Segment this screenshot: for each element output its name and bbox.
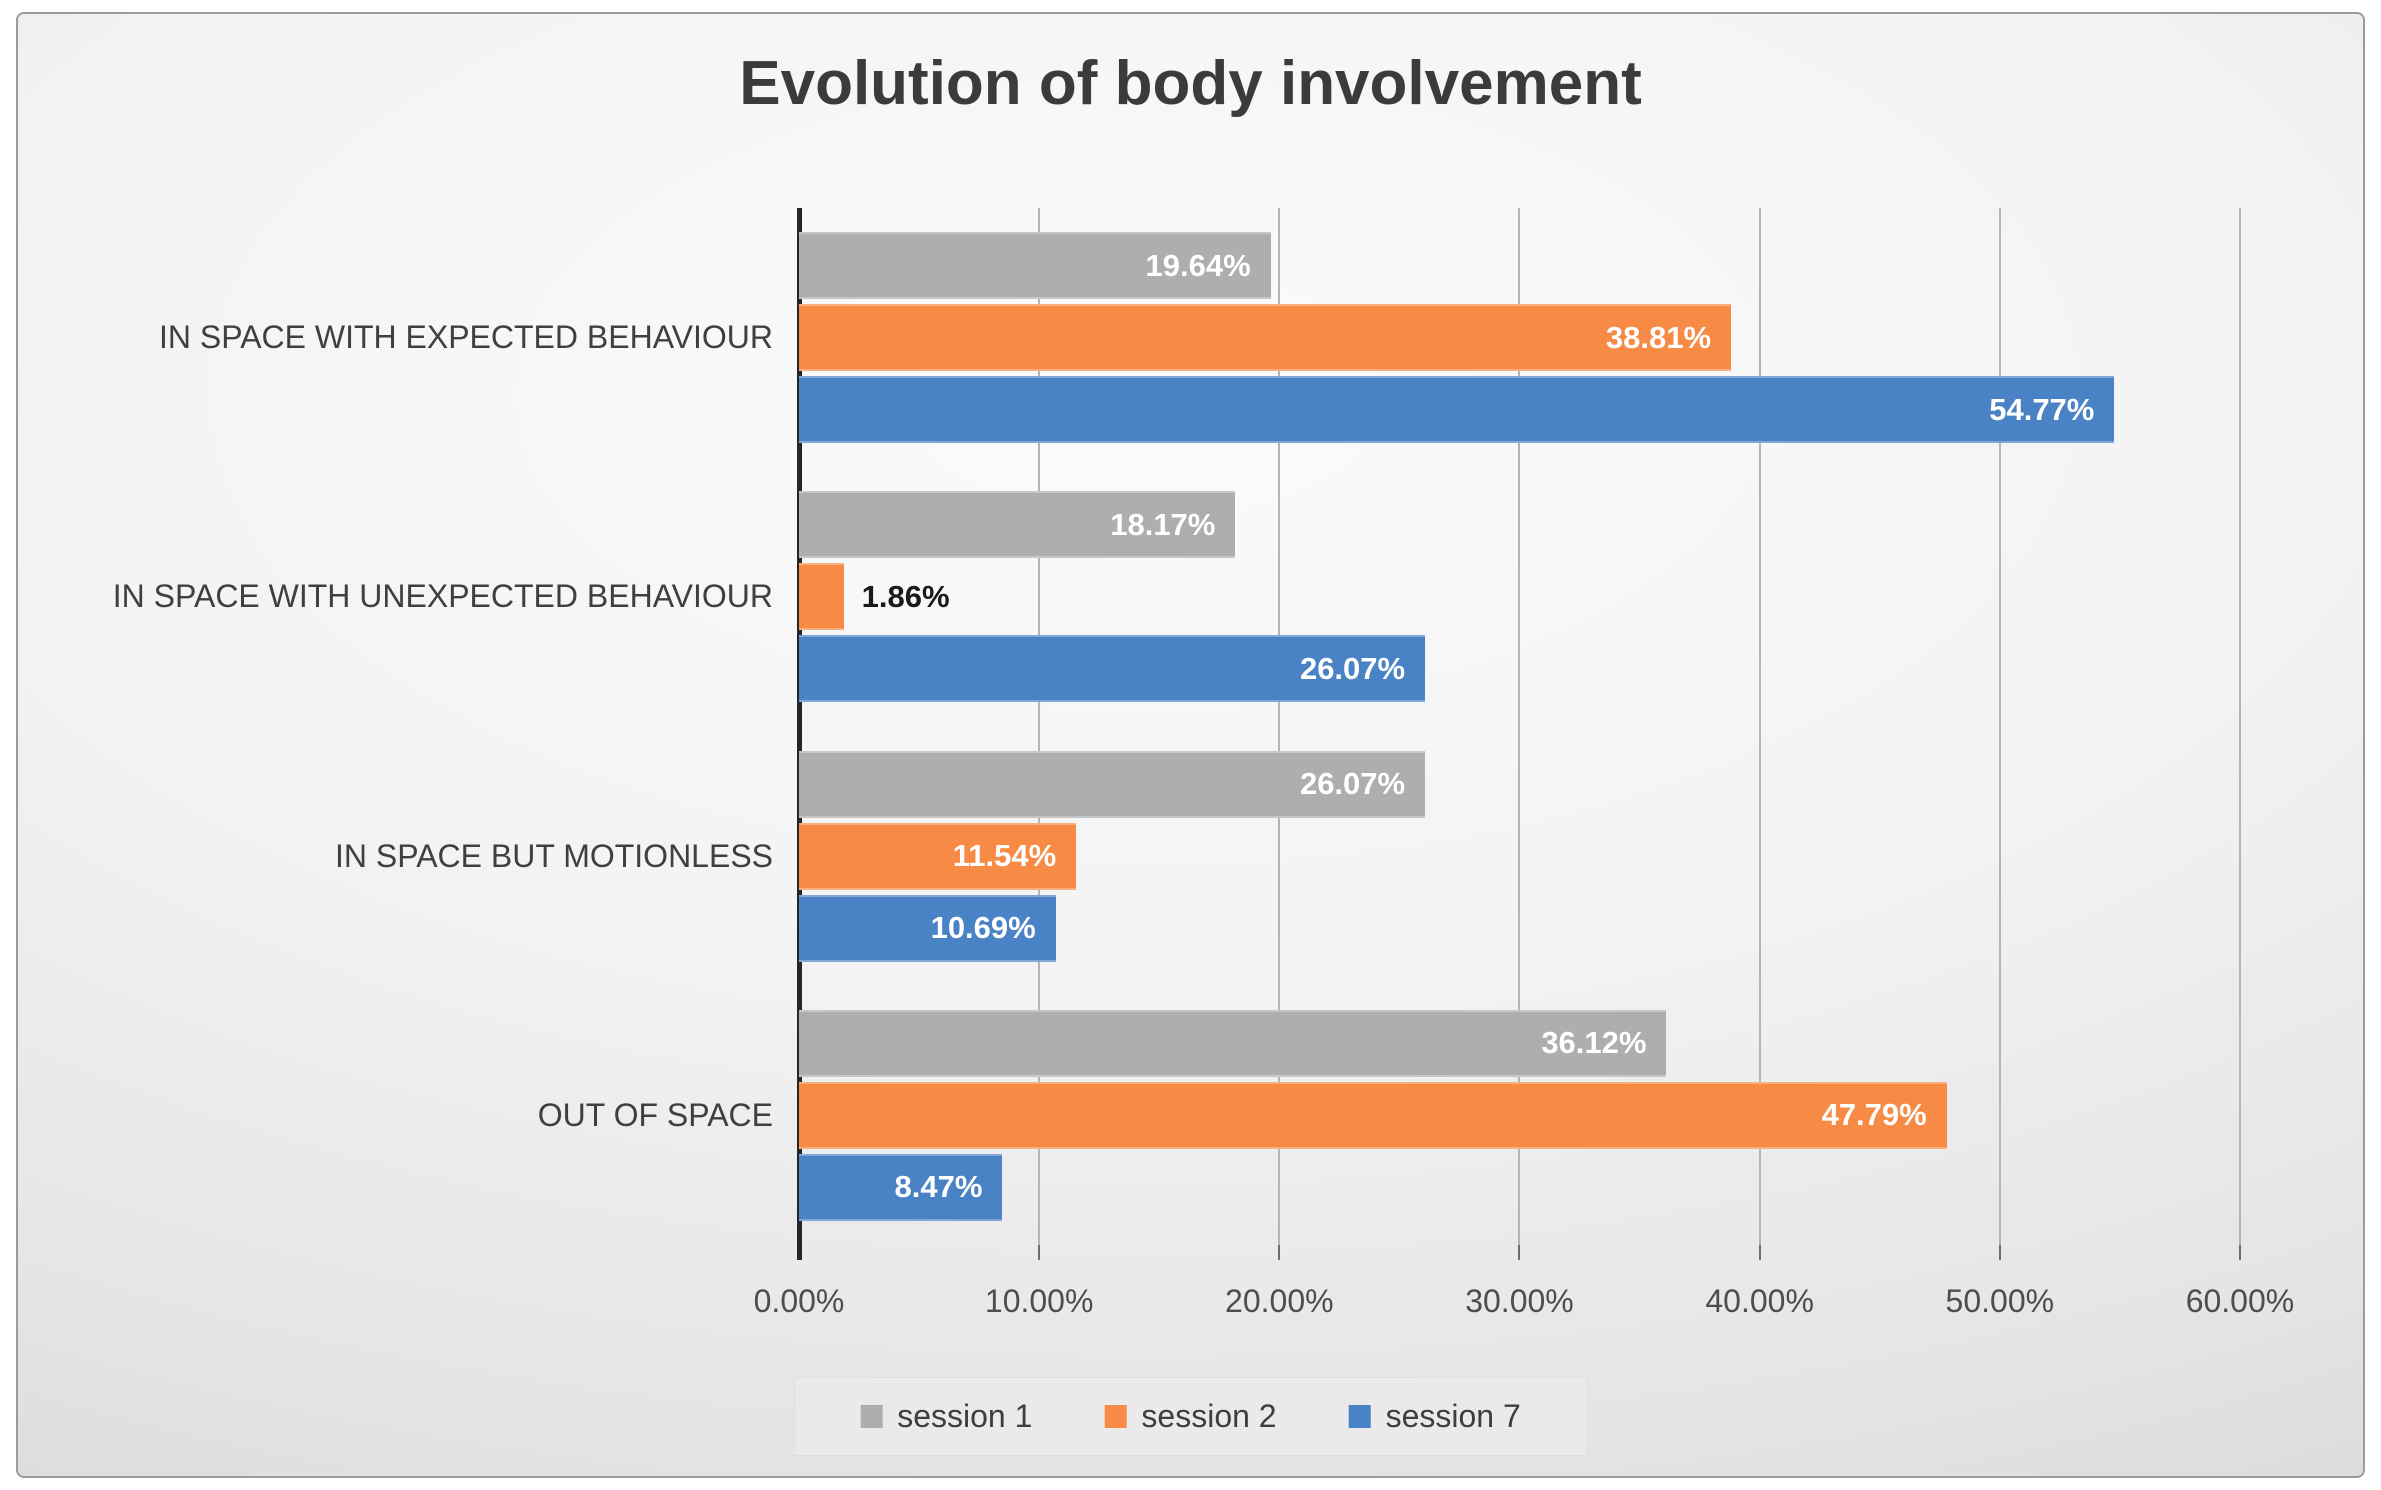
gridline-40pct — [1758, 208, 1761, 1245]
x-axis-tick-label-0pct: 0.00% — [753, 1283, 845, 1319]
gridline-60pct — [2238, 208, 2241, 1245]
x-axis-tickmark-10pct — [1038, 1245, 1041, 1260]
chart-area: IN SPACE WITH EXPECTED BEHAVIOUR IN SPACE… — [18, 208, 2294, 1319]
gridline-10pct — [1038, 208, 1041, 1245]
category-label-2: IN SPACE WITH UNEXPECTED BEHAVIOUR — [112, 578, 773, 615]
legend-swatch-session-2 — [1104, 1405, 1127, 1428]
legend-label-session-1: session 1 — [897, 1398, 1033, 1434]
y-axis-line — [797, 208, 802, 1260]
bar-value-label-session-1-row2: 18.17% — [1110, 506, 1216, 542]
bar-value-label-session-2-row4: 47.79% — [1821, 1097, 1927, 1133]
gridline-50pct — [1998, 208, 2001, 1245]
legend-item-session-1: session 1 — [860, 1398, 1032, 1435]
bar-session-7-row1: 54.77% — [799, 376, 2115, 444]
bar-value-label-session-2-row1: 38.81% — [1605, 319, 1712, 355]
bar-value-label-session-1-row1: 19.64% — [1145, 247, 1251, 283]
category-label-3: IN SPACE BUT MOTIONLESS — [334, 837, 773, 874]
chart-figure: Evolution of body involvement IN SPACE W… — [16, 12, 2365, 1478]
legend-label-session-7: session 7 — [1385, 1398, 1521, 1434]
category-axis: IN SPACE WITH EXPECTED BEHAVIOUR IN SPACE… — [18, 208, 799, 1245]
bar-session-1-row2: 18.17% — [799, 491, 1236, 559]
legend-swatch-session-1 — [860, 1405, 883, 1428]
legend-item-session-7: session 7 — [1348, 1398, 1521, 1435]
bar-value-label-session-2-row3: 11.54% — [952, 838, 1057, 874]
x-axis-tickmark-20pct — [1278, 1245, 1281, 1260]
legend: session 1 session 2 session 7 — [793, 1377, 1588, 1456]
x-axis-tickmark-30pct — [1518, 1245, 1521, 1260]
bar-session-1-row3: 26.07% — [799, 750, 1426, 818]
legend-label-session-2: session 2 — [1141, 1398, 1277, 1434]
x-axis-tickmark-40pct — [1758, 1245, 1761, 1260]
bar-value-label-session-1-row4: 36.12% — [1541, 1025, 1647, 1061]
category-label-1: IN SPACE WITH EXPECTED BEHAVIOUR — [158, 319, 773, 356]
bar-value-label-session-7-row1: 54.77% — [1989, 391, 2095, 427]
bar-group-4: 36.12% 47.79% 8.47% — [799, 986, 2288, 1245]
x-axis-tick-label-60pct: 60.00% — [2185, 1283, 2295, 1319]
bar-session-2-row1: 38.81% — [799, 304, 1732, 372]
gridline-30pct — [1518, 208, 1521, 1245]
bar-value-label-session-2-row2: 1.86% — [861, 578, 950, 614]
bar-session-7-row2: 26.07% — [799, 635, 1426, 703]
bar-session-7-row3: 10.69% — [799, 894, 1056, 962]
plot-area: 0.00% 10.00% 20.00% 30.00% 40.00% 50.00% 60.00… — [754, 208, 2294, 1319]
bar-session-2-row4: 47.79% — [799, 1081, 1947, 1149]
category-label-4: OUT OF SPACE — [537, 1096, 773, 1133]
x-axis-tick-label-40pct: 40.00% — [1705, 1283, 1814, 1319]
x-axis-tick-label-50pct: 50.00% — [1945, 1283, 2055, 1319]
legend-item-session-2: session 2 — [1104, 1398, 1277, 1435]
bar-group-1: 19.64% 38.81% 54.77% — [799, 208, 2288, 467]
bar-session-2-row2: 1.86% — [799, 563, 950, 631]
x-axis-tick-label-30pct: 30.00% — [1465, 1283, 1574, 1319]
x-axis-tickmark-50pct — [1998, 1245, 2001, 1260]
bar-group-3: 26.07% 11.54% 10.69% — [799, 727, 2288, 986]
bar-value-label-session-7-row4: 8.47% — [894, 1169, 983, 1205]
bar-rows: 19.64% 38.81% 54.77% 18.17% 1.86% 26.07% 26.07… — [799, 208, 2288, 1245]
x-axis-tickmark-60pct — [2238, 1245, 2241, 1260]
x-axis-tick-label-10pct: 10.00% — [984, 1283, 1094, 1319]
chart-title: Evolution of body involvement — [739, 49, 1642, 118]
x-axis-tick-label-20pct: 20.00% — [1225, 1283, 1334, 1319]
bar-value-label-session-7-row3: 10.69% — [930, 910, 1036, 946]
legend-swatch-session-7 — [1348, 1405, 1371, 1428]
bar-session-2-row3: 11.54% — [799, 822, 1077, 890]
bar-group-2: 18.17% 1.86% 26.07% — [799, 467, 2288, 726]
bar-session-1-row4: 36.12% — [799, 1009, 1667, 1077]
bar-session-7-row4: 8.47% — [799, 1153, 1003, 1221]
gridline-20pct — [1278, 208, 1281, 1245]
bar-value-label-session-7-row2: 26.07% — [1299, 650, 1406, 686]
bar-session-1-row1: 19.64% — [799, 232, 1271, 300]
bar-value-label-session-1-row3: 26.07% — [1299, 766, 1406, 802]
